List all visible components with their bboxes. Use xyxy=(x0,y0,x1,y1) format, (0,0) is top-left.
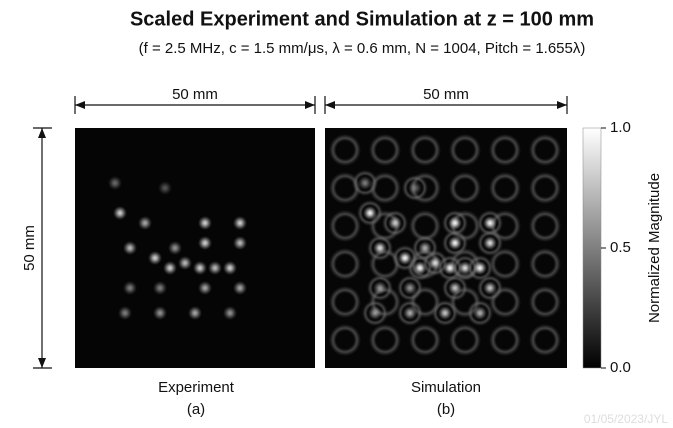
ring xyxy=(449,172,481,204)
spot xyxy=(168,241,182,255)
spot xyxy=(223,306,237,320)
spot xyxy=(398,251,412,265)
spot xyxy=(358,176,372,190)
spot xyxy=(408,181,422,195)
ring xyxy=(329,248,361,280)
spot xyxy=(198,236,212,250)
colorbar-label: Normalized Magnitude xyxy=(646,173,663,323)
spot xyxy=(483,216,497,230)
ring xyxy=(449,134,481,166)
spot xyxy=(158,181,172,195)
spot xyxy=(368,306,382,320)
spot xyxy=(153,281,167,295)
ring xyxy=(489,324,521,356)
ring xyxy=(409,210,441,242)
spot xyxy=(438,306,452,320)
ring xyxy=(529,134,561,166)
spot xyxy=(153,306,167,320)
spot xyxy=(138,216,152,230)
ring xyxy=(449,324,481,356)
spot xyxy=(388,216,402,230)
ring xyxy=(329,286,361,318)
dimension-label: 50 mm xyxy=(172,86,218,103)
ring xyxy=(529,248,561,280)
panel-label: (a) xyxy=(187,401,205,418)
ring xyxy=(369,134,401,166)
spot xyxy=(108,176,122,190)
panel-name: Experiment xyxy=(158,379,235,396)
panel-name: Simulation xyxy=(411,379,481,396)
ring xyxy=(529,210,561,242)
panel-label: (b) xyxy=(437,401,455,418)
spot xyxy=(483,236,497,250)
spot xyxy=(223,261,237,275)
spot xyxy=(363,206,377,220)
watermark: 01/05/2023/JYL xyxy=(584,412,668,426)
ring xyxy=(529,172,561,204)
ring xyxy=(369,324,401,356)
dimension-label: 50 mm xyxy=(21,225,38,271)
experiment-image xyxy=(75,128,315,368)
ring xyxy=(409,324,441,356)
spot xyxy=(473,306,487,320)
spot xyxy=(188,306,202,320)
spot xyxy=(118,306,132,320)
spot xyxy=(123,281,137,295)
spot xyxy=(448,216,462,230)
spot xyxy=(403,306,417,320)
dimension-label: 50 mm xyxy=(423,86,469,103)
spot xyxy=(123,241,137,255)
ring xyxy=(529,324,561,356)
spot xyxy=(113,206,127,220)
ring xyxy=(329,324,361,356)
title: Scaled Experiment and Simulation at z = … xyxy=(130,8,594,30)
spot xyxy=(448,236,462,250)
spot xyxy=(403,281,417,295)
ring xyxy=(329,134,361,166)
colorbar-tick-label: 0.5 xyxy=(610,239,631,256)
spot xyxy=(163,261,177,275)
colorbar xyxy=(582,127,602,369)
spot xyxy=(193,261,207,275)
spot xyxy=(418,241,432,255)
ring xyxy=(489,172,521,204)
spot xyxy=(233,236,247,250)
spot xyxy=(473,261,487,275)
spot xyxy=(483,281,497,295)
colorbar-tick-label: 0.0 xyxy=(610,359,631,376)
ring xyxy=(489,248,521,280)
spot xyxy=(448,281,462,295)
spot xyxy=(178,256,192,270)
spot xyxy=(233,281,247,295)
ring xyxy=(529,286,561,318)
ring xyxy=(329,210,361,242)
ring xyxy=(489,134,521,166)
ring xyxy=(409,134,441,166)
spot xyxy=(373,241,387,255)
spot xyxy=(208,261,222,275)
subtitle: (f = 2.5 MHz, c = 1.5 mm/μs, λ = 0.6 mm,… xyxy=(139,40,586,57)
spot xyxy=(198,281,212,295)
spot xyxy=(148,251,162,265)
spot xyxy=(373,281,387,295)
spot xyxy=(233,216,247,230)
spot xyxy=(198,216,212,230)
colorbar-tick-label: 1.0 xyxy=(610,119,631,136)
